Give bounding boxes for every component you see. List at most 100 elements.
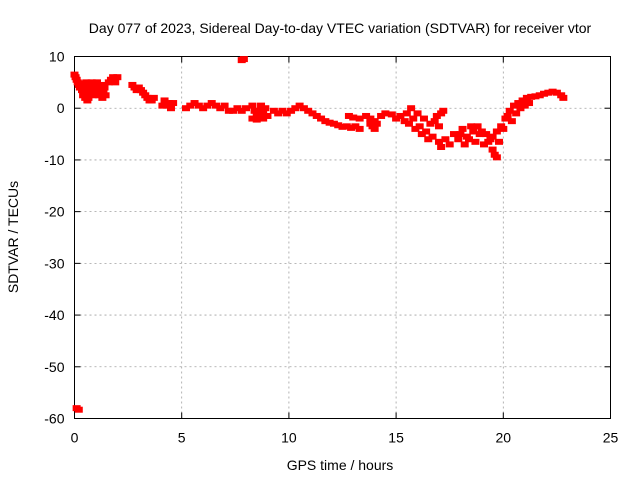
grid [74, 56, 611, 419]
y-tick-label: -40 [44, 307, 64, 323]
data-point [471, 138, 480, 145]
data-point [522, 94, 531, 101]
data-point [248, 115, 257, 122]
data-point [499, 125, 508, 132]
plot-frame [74, 56, 611, 419]
data-point [400, 118, 409, 125]
chart-title: Day 077 of 2023, Sidereal Day-to-day VTE… [89, 20, 592, 36]
data-point [186, 102, 195, 109]
data-point [432, 112, 441, 119]
data-point [434, 138, 443, 145]
data-point [252, 116, 261, 123]
data-point [259, 115, 268, 122]
data-point [518, 97, 527, 104]
data-point [413, 110, 422, 117]
data-point [93, 79, 102, 86]
data-point [274, 110, 283, 117]
data-point [387, 111, 396, 118]
data-point [207, 100, 216, 107]
data-point [181, 105, 190, 112]
data-point [83, 97, 92, 104]
data-point [458, 125, 467, 132]
data-point [559, 94, 568, 101]
data-point [229, 107, 238, 114]
data-point [424, 136, 433, 143]
data-point [111, 79, 120, 86]
data-point [392, 115, 401, 122]
x-tick-label: 5 [178, 430, 186, 446]
data-point [426, 120, 435, 127]
data-point [299, 105, 308, 112]
data-point [158, 102, 167, 109]
data-point [422, 128, 431, 135]
data-point [520, 102, 529, 109]
data-point [291, 105, 300, 112]
data-point [516, 105, 525, 112]
data-point [169, 100, 178, 107]
x-tick-label: 15 [388, 430, 404, 446]
data-point [428, 133, 437, 140]
data-point [250, 107, 259, 114]
y-tick-labels: 10 0 -10 -20 -30 -40 -50 -60 [44, 49, 64, 427]
y-tick-label: -20 [44, 204, 64, 220]
data-point [282, 110, 291, 117]
y-tick-label: -30 [44, 255, 64, 271]
data-point [308, 110, 317, 117]
y-tick-label: -50 [44, 359, 64, 375]
data-point [194, 102, 203, 109]
data-point [342, 123, 351, 130]
data-point [269, 107, 278, 114]
y-axis-label: SDTVAR / TECUs [5, 181, 21, 293]
y-tick-label: -60 [44, 411, 64, 427]
data-point [366, 115, 375, 122]
data-point [503, 112, 512, 119]
data-point [166, 105, 175, 112]
data-point [101, 92, 110, 99]
data-point [525, 100, 534, 107]
data-point [257, 102, 266, 109]
data-point [445, 141, 454, 148]
data-point [344, 112, 353, 119]
data-point [304, 107, 313, 114]
data-point [527, 93, 536, 100]
data-point [402, 110, 411, 117]
data-point [449, 131, 458, 138]
x-tick-label: 10 [281, 430, 297, 446]
data-point [325, 119, 334, 126]
data-point [259, 110, 268, 117]
data-point [460, 141, 469, 148]
data-point [212, 102, 221, 109]
data-point [334, 122, 343, 129]
data-point [224, 107, 233, 114]
data-point [552, 89, 561, 96]
data-point [355, 115, 364, 122]
data-point [329, 120, 338, 127]
x-tick-label: 0 [71, 430, 79, 446]
data-point [540, 90, 549, 97]
data-point [473, 123, 482, 130]
data-point [100, 84, 109, 91]
data-point [411, 125, 420, 132]
data-point [349, 114, 358, 121]
data-point [488, 133, 497, 140]
data-point [82, 79, 91, 86]
data-point [396, 112, 405, 119]
data-point [514, 100, 523, 107]
axis-ticks [74, 56, 611, 419]
data-point [149, 94, 158, 101]
data-point [237, 107, 246, 114]
data-point [531, 93, 540, 100]
data-point [535, 92, 544, 99]
data-point [467, 123, 476, 130]
data-point [254, 107, 263, 114]
data-point [362, 112, 371, 119]
data-point [505, 107, 514, 114]
data-point [370, 125, 379, 132]
data-point [199, 105, 208, 112]
data-point [203, 102, 212, 109]
data-point [220, 102, 229, 109]
data-point [76, 80, 85, 87]
data-point [456, 131, 465, 138]
sdtvar-series [70, 56, 568, 413]
